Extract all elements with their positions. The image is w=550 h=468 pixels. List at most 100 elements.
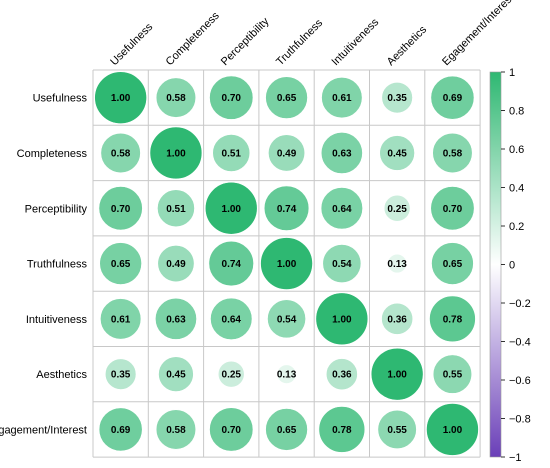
column-label: Intuitiveness <box>329 16 381 68</box>
correlation-circle <box>263 185 310 231</box>
correlation-circle <box>432 132 473 174</box>
colorbar-tick-label: 0.4 <box>509 183 524 195</box>
row-label: Truthfulness <box>27 259 88 271</box>
correlation-circle <box>381 81 413 114</box>
column-label: Egagement/Interest <box>440 0 516 68</box>
correlation-value-label: 0.45 <box>166 370 186 381</box>
correlation-value-label: 0.78 <box>443 314 463 325</box>
correlation-value-label: 0.61 <box>332 93 352 104</box>
correlation-value-label: 0.35 <box>387 93 407 104</box>
correlation-value-label: 0.25 <box>222 370 242 381</box>
correlation-circle <box>276 364 297 384</box>
correlation-circle <box>430 75 475 120</box>
correlation-circle <box>212 134 251 172</box>
correlation-value-label: 0.70 <box>222 425 242 436</box>
correlation-circle <box>387 253 407 274</box>
correlation-value-label: 0.70 <box>111 204 131 215</box>
correlation-value-label: 0.51 <box>222 148 242 159</box>
correlation-circle <box>98 407 143 452</box>
correlation-value-label: 0.58 <box>166 93 186 104</box>
correlation-value-label: 0.36 <box>387 314 407 325</box>
correlation-circle <box>104 358 137 390</box>
correlation-value-label: 0.51 <box>166 204 186 215</box>
correlation-value-label: 0.69 <box>111 425 131 436</box>
correlation-circle <box>155 409 197 450</box>
correlation-circle <box>383 194 411 222</box>
correlation-value-label: 1.00 <box>443 425 463 436</box>
colorbar-tick-label: −1 <box>509 452 522 464</box>
correlation-circle <box>370 347 424 401</box>
correlation-value-label: 1.00 <box>166 148 186 159</box>
correlation-circle <box>429 295 476 343</box>
correlation-value-label: 0.54 <box>277 314 297 325</box>
colorbar-tick-label: 1 <box>509 67 515 79</box>
row-label: Perceptibility <box>25 203 88 215</box>
correlation-circle <box>94 71 147 124</box>
correlation-circle <box>325 358 358 391</box>
correlation-circle <box>318 406 366 453</box>
correlation-circle <box>217 360 245 388</box>
correlation-circle <box>426 403 479 456</box>
correlation-value-label: 0.64 <box>332 204 352 215</box>
colorbar <box>489 71 502 458</box>
correlation-circle <box>322 244 362 283</box>
correlation-value-label: 0.58 <box>166 425 186 436</box>
correlation-value-label: 1.00 <box>277 259 297 270</box>
correlation-value-label: 1.00 <box>111 93 131 104</box>
correlation-circle <box>260 237 313 290</box>
column-label: Usefulness <box>108 21 155 68</box>
correlation-circle <box>100 298 142 340</box>
correlation-value-label: 0.35 <box>111 370 131 381</box>
correlation-value-label: 0.70 <box>443 204 463 215</box>
row-label: Completeness <box>17 148 88 160</box>
correlation-circle <box>157 189 195 228</box>
colorbar-tick-label: 0.2 <box>509 221 524 233</box>
correlation-circle <box>100 132 141 174</box>
correlation-circle <box>155 77 197 118</box>
correlation-value-label: 0.55 <box>443 370 463 381</box>
correlation-circle <box>158 356 194 392</box>
correlation-circle <box>155 297 197 340</box>
correlation-value-label: 1.00 <box>332 314 352 325</box>
correlation-value-label: 0.25 <box>387 204 407 215</box>
correlation-circle <box>379 135 415 171</box>
correlation-value-label: 0.58 <box>111 148 131 159</box>
correlation-circle <box>204 181 258 235</box>
correlation-circle <box>210 297 253 340</box>
correlation-value-label: 0.13 <box>387 259 407 270</box>
correlation-value-label: 0.69 <box>443 93 463 104</box>
correlation-circle <box>209 407 254 452</box>
correlation-value-label: 0.65 <box>443 259 463 270</box>
correlation-value-label: 0.54 <box>332 259 352 270</box>
correlation-value-label: 0.49 <box>166 259 186 270</box>
correlation-value-label: 0.61 <box>111 314 131 325</box>
correlation-value-label: 0.70 <box>222 93 242 104</box>
column-label: Truthfulness <box>274 17 325 68</box>
row-label: Usefulness <box>33 93 88 105</box>
correlation-circle <box>430 186 475 231</box>
matrix-cells: 1.00 0.58 0.70 0.65 0.61 0.35 0.69 0.58 1.00 0.51… <box>94 71 479 456</box>
correlation-value-label: 0.64 <box>222 314 242 325</box>
colorbar-tick-label: 0.6 <box>509 144 524 156</box>
correlation-circle <box>268 134 306 172</box>
correlation-value-label: 0.74 <box>277 204 297 215</box>
correlation-value-label: 0.65 <box>111 259 131 270</box>
correlation-circle <box>432 354 473 394</box>
correlation-value-label: 0.45 <box>387 148 407 159</box>
correlation-circle <box>315 292 369 346</box>
column-label: Aesthetics <box>385 23 430 68</box>
colorbar-tick-label: 0.8 <box>509 106 524 118</box>
correlation-value-label: 0.13 <box>277 370 297 381</box>
correlation-circle <box>99 242 142 285</box>
column-label: Perceptibility <box>219 15 272 68</box>
correlation-value-label: 0.74 <box>222 259 242 270</box>
row-label: Aesthetics <box>36 369 87 381</box>
correlation-circle <box>157 245 195 283</box>
correlation-circle <box>377 409 417 450</box>
correlation-circle <box>320 132 363 174</box>
correlation-value-label: 0.78 <box>332 425 352 436</box>
row-label: Egagement/Interest <box>0 424 87 436</box>
correlation-circle <box>431 242 474 285</box>
correlation-circle <box>209 75 254 120</box>
